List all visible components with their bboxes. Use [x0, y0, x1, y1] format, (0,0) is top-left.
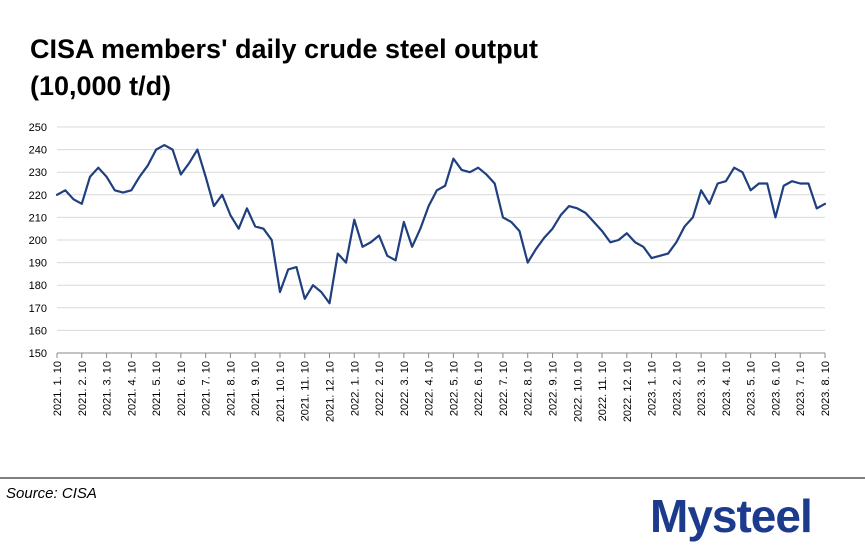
x-tick-label: 2021. 2. 10 — [77, 361, 89, 416]
x-tick-label: 2021. 7. 10 — [201, 361, 213, 416]
x-tick-label: 2022. 10. 10 — [572, 361, 584, 422]
x-tick-label: 2022. 1. 10 — [349, 361, 361, 416]
x-tick-label: 2022. 11. 10 — [597, 361, 609, 421]
x-tick-label: 2023. 5. 10 — [746, 361, 758, 416]
y-tick-label: 160 — [29, 325, 47, 337]
x-tick-label: 2022. 2. 10 — [374, 361, 386, 416]
x-tick-label: 2023. 1. 10 — [647, 361, 659, 416]
y-tick-label: 150 — [29, 348, 47, 360]
x-tick-label: 2021. 1. 10 — [52, 361, 64, 416]
x-tick-label: 2021. 4. 10 — [126, 361, 138, 416]
y-tick-label: 210 — [29, 212, 47, 224]
source: Source: CISA — [6, 485, 97, 502]
y-tick-label: 240 — [29, 145, 47, 157]
x-tick-label: 2023. 3. 10 — [696, 361, 708, 416]
x-tick-label: 2022. 6. 10 — [473, 361, 485, 416]
y-tick-label: 200 — [29, 235, 47, 247]
x-tick-label: 2022. 7. 10 — [498, 361, 510, 416]
data-line — [55, 143, 827, 305]
x-tick-label: 2021. 10. 10 — [275, 361, 287, 422]
x-tick-label: 2023. 8. 10 — [820, 361, 832, 416]
y-tick-label: 230 — [29, 167, 47, 179]
x-tick-label: 2023. 6. 10 — [770, 361, 782, 416]
x-tick-label: 2021. 3. 10 — [102, 361, 114, 416]
x-tick-label: 2022. 12. 10 — [622, 361, 634, 422]
x-tick-label: 2022. 3. 10 — [399, 361, 411, 416]
x-tick-label: 2021. 6. 10 — [176, 361, 188, 416]
y-tick-label: 180 — [29, 280, 47, 292]
x-tick-label: 2022. 4. 10 — [424, 361, 436, 416]
x-tick-label: 2022. 5. 10 — [448, 361, 460, 416]
x-tick-label: 2022. 8. 10 — [523, 361, 535, 416]
y-tick-label: 220 — [29, 190, 47, 202]
x-tick-label: 2022. 9. 10 — [547, 361, 559, 416]
x-tick-label: 2021. 9. 10 — [250, 361, 262, 416]
y-tick-label: 170 — [29, 303, 47, 315]
x-tick-label: 2021. 12. 10 — [325, 361, 337, 422]
x-tick-label: 2021. 5. 10 — [151, 361, 163, 416]
x-tick-label: 2023. 4. 10 — [721, 361, 733, 416]
logo: Mysteel — [650, 490, 812, 542]
x-tick-label: 2021. 11. 10 — [300, 361, 312, 421]
chart-title: CISA members' daily crude steel output — [30, 34, 538, 64]
chart-title: (10,000 t/d) — [30, 71, 171, 101]
y-tick-label: 250 — [29, 122, 47, 134]
x-tick-label: 2021. 8. 10 — [225, 361, 237, 416]
x-tick-label: 2023. 7. 10 — [795, 361, 807, 416]
y-tick-label: 190 — [29, 258, 47, 270]
x-tick-label: 2023. 2. 10 — [671, 361, 683, 416]
